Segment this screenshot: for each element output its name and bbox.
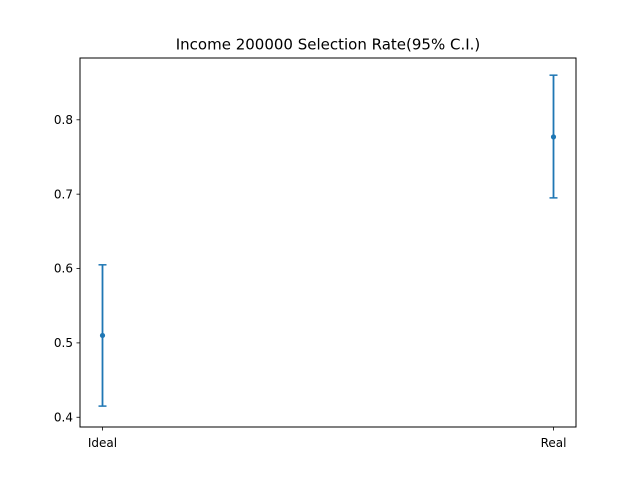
x-tick-label: Real xyxy=(541,436,567,450)
y-tick-label: 0.8 xyxy=(54,113,73,127)
y-tick-label: 0.7 xyxy=(54,187,73,201)
y-axis: 0.4 0.5 0.6 0.7 0.8 xyxy=(54,113,80,424)
y-tick-label: 0.4 xyxy=(54,410,73,424)
data-point xyxy=(550,134,557,140)
y-tick-label: 0.6 xyxy=(54,262,73,276)
error-bar-series xyxy=(98,74,558,407)
x-tick-label: Ideal xyxy=(88,436,117,450)
data-point xyxy=(99,332,106,339)
chart-title: Income 200000 Selection Rate(95% C.I.) xyxy=(176,36,481,54)
plot-area xyxy=(79,57,577,428)
y-tick-label: 0.5 xyxy=(54,336,73,350)
x-axis: Ideal Real xyxy=(88,427,567,450)
